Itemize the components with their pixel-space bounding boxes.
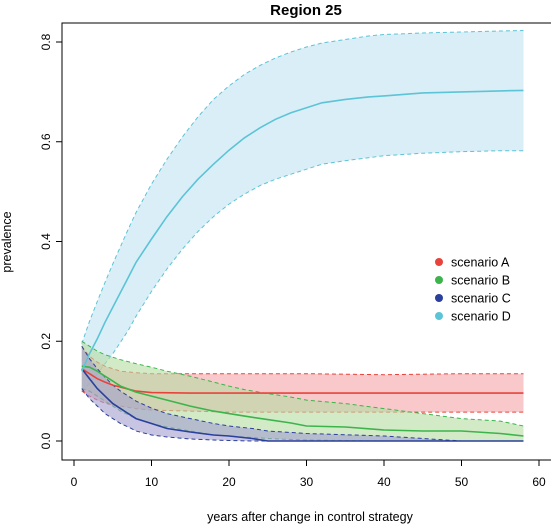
y-axis: 0.0 0.2 0.4 0.6 0.8: [39, 33, 63, 449]
scenario-d-legend-label: scenario D: [451, 310, 511, 324]
chart-title: Region 25: [270, 2, 342, 19]
y-tick-label: 0.0: [39, 432, 53, 449]
x-tick-label: 50: [455, 475, 469, 489]
scenario-d-lower-bound: [81, 150, 524, 392]
scenario-c-upper-bound: [81, 345, 524, 442]
series-lines: [81, 89, 524, 442]
x-axis-label: years after change in control strategy: [207, 510, 413, 524]
scenario-d-band: [81, 30, 524, 392]
x-tick-label: 60: [532, 475, 546, 489]
x-tick-label: 20: [222, 475, 236, 489]
scenario-b-upper-bound: [81, 340, 524, 427]
scenario-a-legend-label: scenario A: [451, 256, 510, 270]
scenario-b-legend-marker: [435, 276, 443, 284]
scenario-c-line: [81, 368, 524, 442]
y-tick-label: 0.6: [39, 133, 53, 150]
scenario-b-legend-label: scenario B: [451, 274, 510, 288]
y-tick-label: 0.8: [39, 33, 53, 50]
x-tick-label: 40: [377, 475, 391, 489]
scenario-a-line: [81, 368, 524, 394]
scenario-b-band: [81, 341, 524, 441]
scenario-a-legend-marker: [435, 258, 443, 266]
scenario-b-line: [81, 365, 524, 437]
scenario-c-legend-label: scenario C: [451, 292, 511, 306]
x-tick-label: 10: [145, 475, 159, 489]
scenario-d-legend-marker: [435, 312, 443, 320]
scenario-d-upper-bound: [81, 30, 524, 344]
scenario-d-line: [81, 89, 524, 372]
legend: scenario A scenario B scenario C scenario D: [435, 256, 511, 324]
x-tick-label: 0: [71, 475, 78, 489]
x-axis: 0 10 20 30 40 50 60: [71, 459, 546, 489]
y-axis-label: prevalence: [0, 211, 14, 272]
y-tick-label: 0.2: [39, 333, 53, 350]
y-tick-label: 0.4: [39, 233, 53, 250]
x-tick-label: 30: [300, 475, 314, 489]
scenario-c-legend-marker: [435, 294, 443, 302]
